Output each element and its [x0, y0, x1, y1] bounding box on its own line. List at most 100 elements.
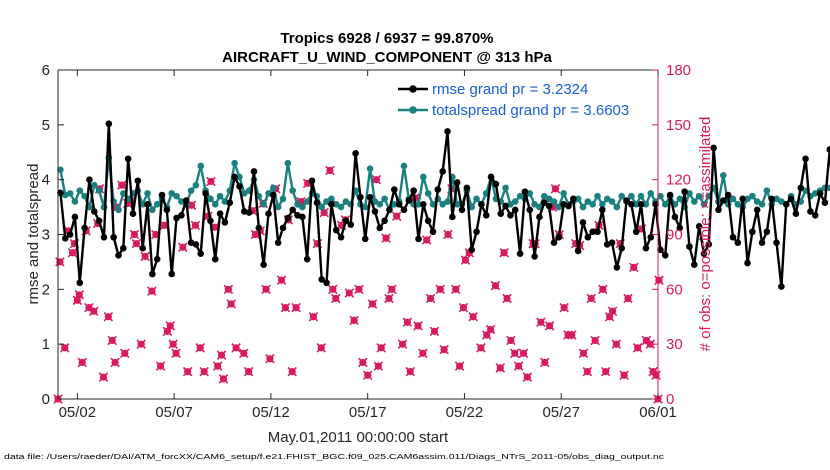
rmse-point [570, 195, 577, 203]
rmse-point [690, 261, 698, 268]
totalspread-point [211, 201, 219, 208]
rmse-point [540, 199, 548, 206]
rmse-point [376, 224, 384, 232]
rmse-point [182, 197, 190, 204]
y-left-tick-label: 0 [42, 391, 50, 408]
obs-point [387, 284, 397, 295]
rmse-point [357, 193, 364, 201]
rmse-point [57, 189, 64, 197]
chart-title-line2: AIRCRAFT_U_WIND_COMPONENT @ 313 hPa [222, 49, 552, 66]
obs-point [147, 286, 157, 296]
legend-rmse-marker [409, 85, 417, 93]
rmse-point [71, 213, 79, 221]
totalspread-point [734, 201, 742, 208]
totalspread-point [279, 195, 287, 203]
totalspread-point [332, 201, 340, 208]
totalspread-point [192, 181, 200, 189]
totalspread-point [400, 162, 408, 170]
totalspread-point [120, 190, 127, 197]
rmse-point [192, 241, 200, 248]
rmse-point [763, 228, 771, 236]
totalspread-point [95, 187, 103, 194]
totalspread-point [144, 190, 151, 197]
rmse-point [618, 244, 626, 252]
totalspread-point [642, 201, 650, 208]
y-right-tick-label: 180 [666, 62, 691, 79]
rmse-point [802, 155, 809, 163]
obs-point [291, 302, 301, 313]
obs-point [199, 366, 209, 377]
obs-point [117, 180, 127, 190]
rmse-point [366, 193, 374, 201]
obs-point [98, 372, 109, 382]
rmse-point [250, 168, 258, 175]
rmse-point [144, 201, 151, 208]
obs-point [67, 248, 78, 258]
totalspread-point [647, 190, 655, 197]
rmse-point [632, 228, 640, 236]
obs-point [231, 343, 241, 353]
rmse-point [478, 201, 485, 208]
totalspread-point [66, 190, 74, 197]
totalspread-point [424, 190, 432, 197]
obs-point [513, 361, 524, 371]
totalspread-point [729, 195, 737, 203]
rmse-point [502, 202, 509, 210]
totalspread-point [415, 201, 422, 208]
obs-point [540, 357, 550, 368]
rmse-point [90, 208, 98, 215]
totalspread-point [216, 192, 224, 200]
rmse-point [405, 197, 413, 204]
rmse-point [458, 206, 466, 214]
obs-point [308, 311, 319, 322]
rmse-point [574, 247, 582, 255]
y-left-tick-label: 3 [42, 227, 50, 244]
obs-point [371, 174, 382, 185]
totalspread-point [328, 195, 335, 203]
rmse-point [361, 235, 369, 243]
rmse-point [139, 244, 146, 252]
rmse-point [197, 250, 205, 257]
rmse-point [536, 213, 543, 221]
rmse-point [245, 209, 253, 216]
rmse-point [342, 217, 350, 225]
obs-point [358, 357, 368, 368]
totalspread-point [294, 201, 301, 208]
rmse-point [61, 235, 69, 242]
obs-point [325, 165, 335, 176]
totalspread-point [376, 201, 384, 208]
rmse-point [487, 173, 495, 181]
x-tick-label: 06/01 [639, 404, 677, 421]
rmse-point [124, 155, 132, 163]
rmse-point [337, 233, 345, 241]
totalspread-point [555, 203, 563, 211]
rmse-point [589, 228, 596, 236]
totalspread-point [197, 162, 205, 170]
totalspread-point [613, 203, 621, 211]
x-axis-label: May.01,2011 00:00:00 start [268, 429, 449, 446]
rmse-point [492, 180, 500, 188]
totalspread-point [676, 195, 684, 203]
rmse-point [657, 246, 664, 254]
data-file-footer: data file: /Users/raeder/DAI/ATM_forcXX/… [4, 454, 665, 461]
totalspread-point [763, 187, 771, 194]
rmse-point [758, 239, 766, 247]
obs-point [632, 343, 643, 353]
y-left-tick-label: 6 [42, 62, 50, 79]
totalspread-point [511, 198, 519, 205]
totalspread-point [289, 187, 296, 194]
obs-point [405, 366, 416, 377]
totalspread-point [260, 201, 267, 208]
obs-point [373, 361, 384, 371]
obs-point [77, 357, 87, 368]
obs-point [499, 248, 509, 258]
y-right-tick-label: 60 [666, 281, 683, 298]
rmse-point [681, 188, 688, 196]
rmse-point [507, 212, 514, 219]
obs-point [623, 293, 633, 304]
rmse-point [400, 206, 408, 214]
rmse-point [318, 276, 326, 283]
totalspread-point [274, 203, 282, 211]
obs-point [645, 339, 656, 349]
totalspread-point [323, 198, 330, 205]
